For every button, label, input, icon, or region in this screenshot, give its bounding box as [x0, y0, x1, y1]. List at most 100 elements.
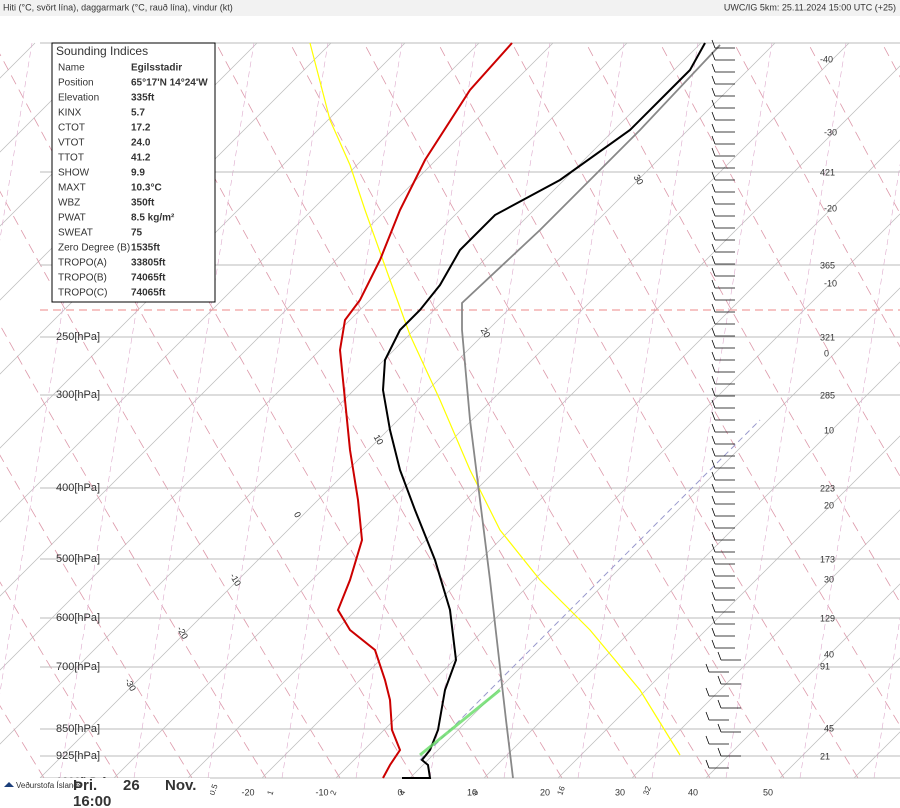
wind-barb: [711, 123, 716, 133]
pressure-label: 400[hPa]: [56, 482, 100, 494]
isotherm: [0, 42, 628, 671]
wind-barb: [711, 423, 716, 433]
mixing-line: [651, 42, 773, 779]
pressure-label: 700[hPa]: [56, 661, 100, 673]
wind-barb: [711, 495, 716, 505]
wind-barb: [711, 195, 716, 205]
dry-adiabat: [0, 454, 193, 779]
wind-barb: [711, 231, 716, 241]
pressure-label: 850[hPa]: [56, 723, 100, 735]
wind-barb: [711, 363, 716, 373]
mixing-line: [725, 42, 847, 779]
mixing-line: [0, 42, 33, 241]
right-label: 20: [824, 500, 834, 510]
temperature-curve: [381, 42, 706, 779]
wind-barb: [717, 747, 722, 757]
wind-barb: [717, 723, 722, 733]
pressure-label: 250[hPa]: [56, 331, 100, 343]
wind-barb: [711, 603, 716, 613]
mixing-line: [207, 42, 329, 779]
right-label: -20: [824, 203, 837, 213]
wind-barb: [711, 471, 716, 481]
mixing-line: [355, 42, 477, 779]
parcel-lift-segment: [419, 688, 501, 757]
header-bar: [0, 0, 900, 16]
index-name: TROPO(C): [58, 288, 107, 299]
wind-barb: [711, 531, 716, 541]
wind-barb: [711, 255, 716, 265]
dry-adiabat: [215, 42, 637, 779]
right-label: 40: [824, 649, 834, 659]
isotherm: [187, 65, 900, 779]
mixing-label: 0.5: [207, 782, 219, 796]
right-label: 173: [820, 554, 835, 564]
wind-barb: [705, 711, 710, 721]
index-name: Name: [58, 63, 85, 74]
pressure-label: 300[hPa]: [56, 389, 100, 401]
indices-title: Sounding Indices: [56, 44, 148, 58]
temperature-label: 40: [688, 787, 698, 797]
wind-barb: [717, 675, 722, 685]
isotherm: [631, 509, 900, 779]
wind-barb: [711, 387, 716, 397]
dry-adiabat: [0, 324, 267, 779]
footer-day: Þri.: [73, 777, 97, 794]
wind-barb: [711, 615, 716, 625]
footer-month: Nov.: [165, 777, 196, 794]
isotherm: [335, 213, 900, 779]
mixing-label: 16: [555, 784, 567, 796]
temperature-label: 20: [540, 787, 550, 797]
wind-barb: [711, 243, 716, 253]
isotherm: [0, 42, 36, 79]
logo-icon: [4, 782, 14, 787]
mixing-line: [873, 616, 900, 779]
index-value: 8.5 kg/m²: [131, 213, 175, 224]
wind-barb: [711, 135, 716, 145]
isotherm-label: 30: [632, 173, 646, 187]
wind-barb: [711, 219, 716, 229]
index-name: TROPO(B): [58, 273, 107, 284]
dry-adiabat: [0, 581, 119, 779]
right-label: 21: [820, 751, 830, 761]
parcel-curve: [461, 44, 721, 779]
dry-adiabat: [807, 42, 900, 215]
index-name: KINX: [58, 108, 82, 119]
wind-barb: [717, 699, 722, 709]
wind-barb: [711, 183, 716, 193]
right-label: 10: [824, 425, 834, 435]
right-label: 365: [820, 260, 835, 270]
index-name: PWAT: [58, 213, 86, 224]
dry-adiabat: [881, 42, 900, 78]
wind-barb: [711, 555, 716, 565]
index-value: 41.2: [131, 153, 151, 164]
wind-barb: [711, 483, 716, 493]
index-value: 335ft: [131, 93, 155, 104]
index-value: 5.7: [131, 108, 145, 119]
isotherm-label: 10: [372, 433, 386, 447]
wind-barb: [705, 735, 710, 745]
isotherm-label: 20: [479, 326, 493, 340]
index-value: 74065ft: [131, 273, 166, 284]
header-right: UWC/IG 5km: 25.11.2024 15:00 UTC (+25): [724, 2, 896, 12]
temperature-label: -20: [241, 787, 254, 797]
dry-adiabat: [437, 42, 859, 779]
right-label: -40: [820, 54, 833, 64]
wind-barb: [711, 411, 716, 421]
wind-barb: [711, 543, 716, 553]
right-label: 223: [820, 483, 835, 493]
right-label: 91: [820, 661, 830, 671]
isotherm-label: -20: [175, 625, 190, 641]
isotherm-label: -30: [123, 677, 138, 693]
header-left: Hiti (°C, svört lína), daggarmark (°C, r…: [3, 2, 233, 12]
temperature-label: 30: [615, 787, 625, 797]
mixing-line: [503, 42, 625, 779]
index-name: VTOT: [58, 138, 84, 149]
mixing-line: [429, 42, 551, 779]
wind-barb: [711, 51, 716, 61]
wind-barb: [711, 639, 716, 649]
mixing-label: 4: [397, 789, 407, 797]
wind-barb: [711, 579, 716, 589]
logo-area: [0, 778, 210, 808]
isotherm: [853, 731, 900, 779]
right-label: 30: [824, 574, 834, 584]
